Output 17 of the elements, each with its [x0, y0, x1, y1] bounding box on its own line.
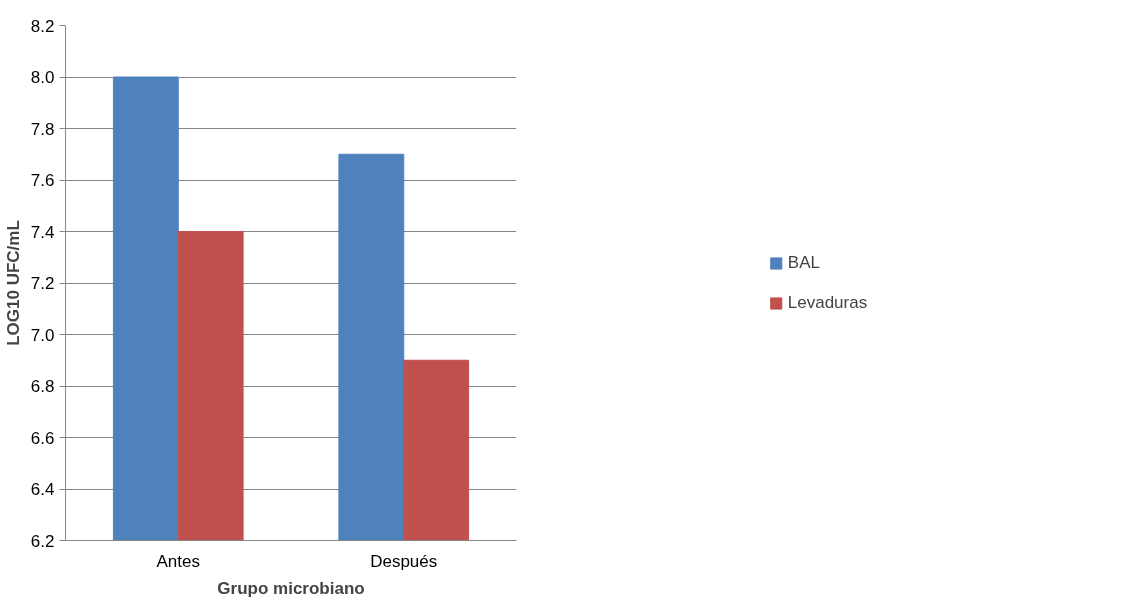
- y-tick-label: 7.8: [30, 119, 55, 139]
- y-tick-label: 7.0: [30, 325, 55, 345]
- y-tick-label: 7.2: [30, 274, 55, 293]
- legend-label: BAL: [787, 252, 820, 273]
- y-tick-label: 7.4: [30, 222, 55, 242]
- y-tick-label: 6.2: [30, 531, 55, 551]
- y-tick-label: 6.4: [30, 480, 55, 499]
- x-tick-label: Antes: [156, 551, 200, 571]
- y-axis-title: LOG10 UFC/mL: [3, 220, 23, 346]
- y-tick-label: 7.6: [30, 171, 55, 190]
- x-axis-title: Grupo microbiano: [217, 578, 365, 598]
- y-tick-label: 8.0: [30, 68, 55, 87]
- x-tick-label: Después: [370, 551, 438, 571]
- legend-label: Levaduras: [787, 292, 868, 313]
- y-tick-label: 6.6: [30, 428, 55, 448]
- y-tick-label: 8.2: [30, 16, 55, 36]
- y-tick-label: 6.8: [30, 377, 55, 396]
